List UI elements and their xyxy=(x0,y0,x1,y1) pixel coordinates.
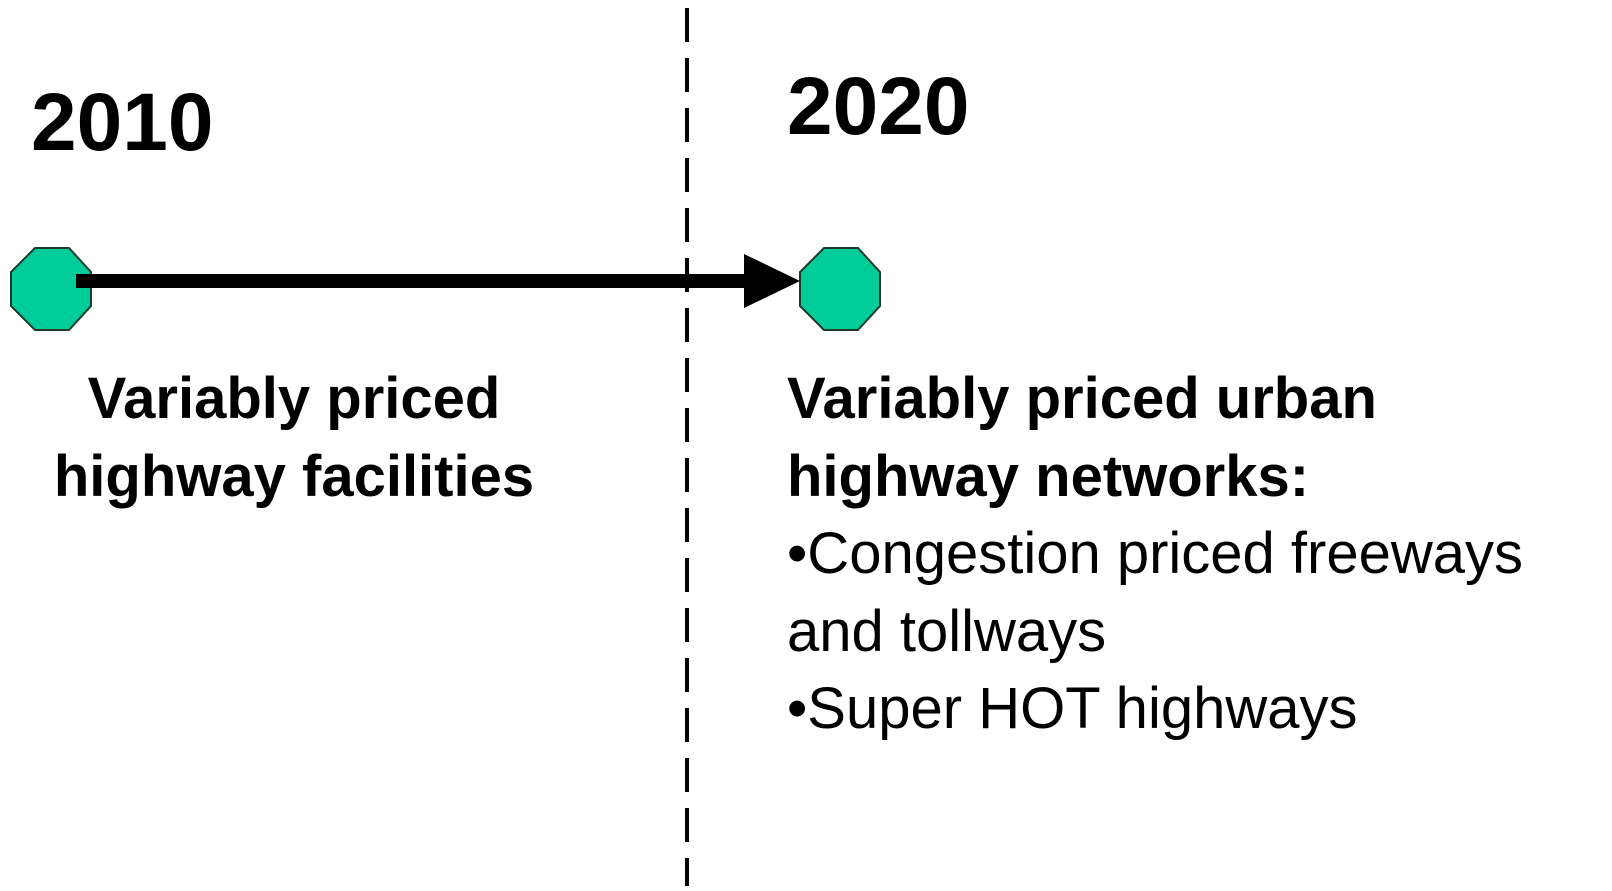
year: 2010 xyxy=(31,77,213,168)
bullet-text: •Super HOT highways xyxy=(787,676,1357,741)
label: highway networks: xyxy=(787,444,1309,509)
bullet-text: •Congestion priced freeways xyxy=(787,521,1523,586)
year: 2020 xyxy=(787,61,969,152)
arrow-head xyxy=(744,254,800,308)
label: highway facilities xyxy=(54,444,534,509)
bullet-text: and tollways xyxy=(787,599,1106,664)
end-node xyxy=(799,247,881,331)
start-node xyxy=(10,247,92,331)
label: Variably priced urban xyxy=(787,366,1377,431)
arrow-shaft xyxy=(76,274,746,288)
label: Variably priced xyxy=(88,366,501,431)
